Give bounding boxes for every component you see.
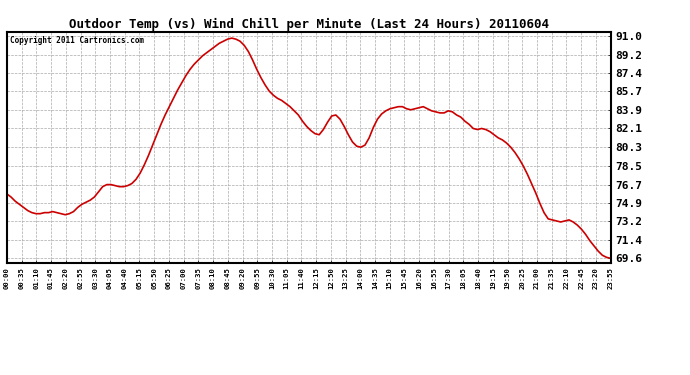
- Text: Copyright 2011 Cartronics.com: Copyright 2011 Cartronics.com: [10, 36, 144, 45]
- Title: Outdoor Temp (vs) Wind Chill per Minute (Last 24 Hours) 20110604: Outdoor Temp (vs) Wind Chill per Minute …: [69, 18, 549, 31]
